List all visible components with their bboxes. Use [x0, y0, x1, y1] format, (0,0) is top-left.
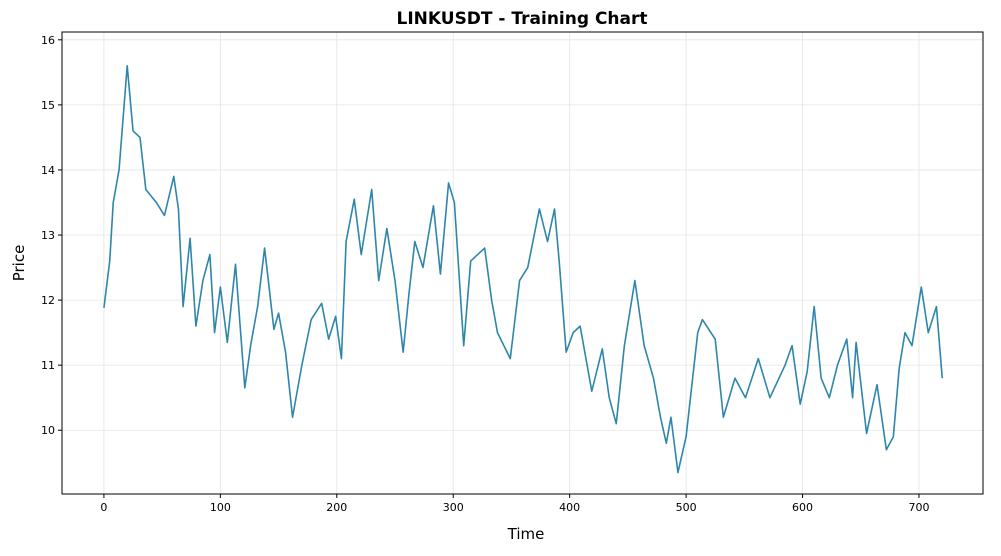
chart-title: LINKUSDT - Training Chart	[397, 9, 648, 29]
x-tick-label: 300	[443, 501, 464, 514]
y-tick-label: 15	[41, 99, 55, 112]
y-tick-label: 10	[41, 424, 55, 437]
x-tick-label: 0	[100, 501, 107, 514]
y-tick-label: 11	[41, 359, 55, 372]
x-tick-label: 100	[210, 501, 231, 514]
y-tick-label: 16	[41, 34, 55, 47]
x-tick-label: 700	[908, 501, 929, 514]
y-tick-label: 14	[41, 164, 55, 177]
y-axis-label: Price	[10, 245, 28, 282]
y-tick-label: 13	[41, 229, 55, 242]
x-tick-label: 400	[559, 501, 580, 514]
x-axis-label: Time	[507, 525, 545, 543]
plot-frame	[61, 31, 984, 495]
price-line	[103, 65, 944, 474]
y-tick-label: 12	[41, 294, 55, 307]
x-tick-label: 500	[676, 501, 697, 514]
x-tick-label: 200	[326, 501, 347, 514]
x-tick-label: 600	[792, 501, 813, 514]
